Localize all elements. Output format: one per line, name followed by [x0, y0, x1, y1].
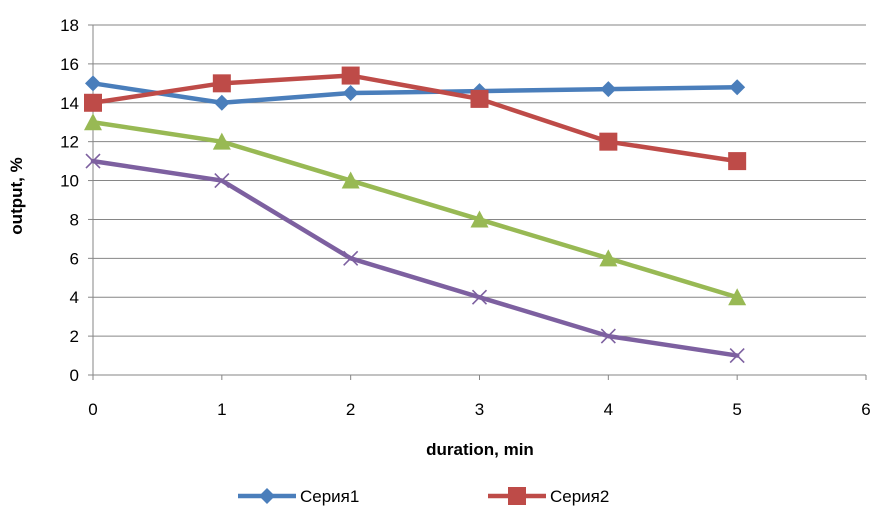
x-tick-label-6: 6	[861, 400, 870, 419]
x-tick-label-4: 4	[604, 400, 613, 419]
data-point-s4-0	[85, 153, 101, 169]
x-tick-label-5: 5	[732, 400, 741, 419]
data-point-s3-2	[341, 171, 360, 189]
data-point-s4-4	[600, 328, 616, 344]
legend-marker-1	[259, 488, 275, 504]
series-line-1	[90, 81, 740, 106]
x-tick-label-3: 3	[475, 400, 484, 419]
legend-marker-2	[508, 487, 526, 505]
y-tick-label-12: 12	[60, 133, 79, 152]
x-tick-label-0: 0	[88, 400, 97, 419]
series-lines	[90, 73, 740, 358]
y-tick-label-18: 18	[60, 16, 79, 35]
data-point-s3-0	[84, 113, 102, 131]
x-tick-label-1: 1	[217, 400, 226, 419]
data-point-s2-0	[84, 93, 102, 112]
data-point-s4-5	[729, 347, 745, 364]
y-tick-label-0: 0	[70, 366, 79, 385]
x-axis-title: duration, min	[426, 440, 534, 459]
data-point-s4-3	[471, 289, 488, 305]
y-tick-label-16: 16	[60, 55, 79, 74]
data-point-s3-4	[599, 249, 618, 267]
data-point-s4-2	[343, 250, 359, 266]
data-point-s2-4	[599, 132, 618, 151]
y-tick-label-2: 2	[70, 327, 79, 346]
y-tick-label-10: 10	[60, 172, 79, 191]
data-point-s3-3	[470, 210, 489, 228]
y-tick-label-14: 14	[60, 94, 79, 113]
data-point-s4-1	[214, 172, 230, 189]
data-point-s1-0	[85, 75, 101, 92]
y-axis-title: output, %	[7, 157, 26, 234]
data-point-s1-4	[600, 81, 617, 98]
y-tick-label-8: 8	[70, 210, 79, 229]
series-line-4	[90, 158, 740, 358]
y-tick-label-6: 6	[70, 249, 79, 268]
data-point-s1-5	[729, 79, 746, 96]
legend: Серия1 Серия2	[238, 487, 609, 506]
legend-label-1: Серия1	[300, 487, 359, 506]
series-line-3	[90, 119, 740, 300]
x-tick-label-2: 2	[346, 400, 355, 419]
data-point-s1-2	[342, 85, 359, 102]
data-point-s1-1	[213, 94, 230, 111]
data-point-s3-1	[212, 132, 231, 150]
data-point-s2-3	[470, 89, 489, 108]
y-tick-label-4: 4	[70, 288, 79, 307]
series-markers	[84, 66, 747, 364]
data-point-s2-2	[341, 66, 360, 85]
series-line-2	[90, 73, 740, 164]
axes	[88, 24, 867, 380]
data-point-s2-5	[728, 152, 747, 171]
legend-label-2: Серия2	[550, 487, 609, 506]
data-point-s2-1	[212, 74, 231, 93]
data-point-s3-5	[728, 288, 747, 306]
